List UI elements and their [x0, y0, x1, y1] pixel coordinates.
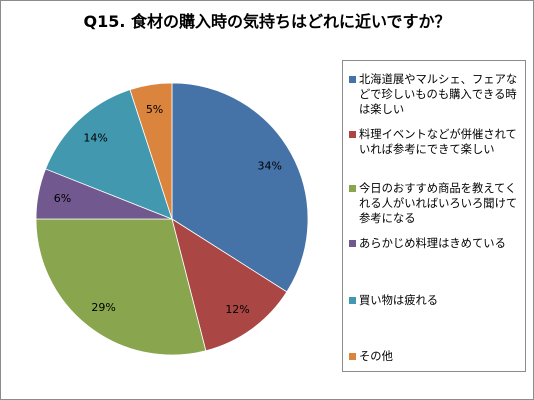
pie-slices — [35, 82, 309, 356]
chart-title: Q15. 食材の購入時の気持ちはどれに近いですか？ — [83, 12, 451, 31]
pie-slice-6 — [129, 82, 173, 220]
legend-swatch — [349, 185, 356, 192]
legend-item-6: その他 — [349, 349, 523, 364]
legend-swatch — [349, 353, 356, 360]
legend-swatch — [349, 240, 356, 247]
slice-value-label-4: 6% — [54, 192, 71, 205]
legend-item-2: 料理イベントなどが併催されていれば参考にできて楽しい — [349, 127, 523, 157]
pie-slice-3 — [35, 218, 207, 356]
legend-label: その他 — [359, 350, 393, 363]
legend-item-1: 北海道展やマルシェ、フェアなどで珍しいものも購入できる時は楽しい — [349, 72, 523, 117]
slice-value-label-6: 5% — [146, 103, 163, 116]
legend-item-5: 買い物は疲れる — [349, 293, 523, 308]
legend-item-4: あらかじめ料理はきめている — [349, 236, 523, 251]
legend-label: 買い物は疲れる — [359, 294, 439, 307]
pie-slice-1 — [171, 82, 309, 293]
legend-swatch — [349, 131, 356, 138]
legend-swatch — [349, 297, 356, 304]
slice-value-label-5: 14% — [83, 132, 107, 145]
legend-item-3: 今日のおすすめ商品を教えてくれる人がいればいろいろ聞けて参考になる — [349, 181, 523, 226]
legend-swatch — [349, 76, 356, 83]
legend-label: 今日のおすすめ商品を教えてくれる人がいればいろいろ聞けて参考になる — [359, 182, 518, 225]
pie-labels: 34% 12% 29% 6% 14% 5% — [54, 103, 282, 316]
legend-label: 北海道展やマルシェ、フェアなどで珍しいものも購入できる時は楽しい — [359, 73, 518, 116]
slice-value-label-3: 29% — [91, 301, 115, 314]
legend: 北海道展やマルシェ、フェアなどで珍しいものも購入できる時は楽しい料理イベントなど… — [342, 60, 526, 372]
legend-label: 料理イベントなどが併催されていれば参考にできて楽しい — [359, 128, 517, 156]
pie-slice-2 — [171, 218, 288, 352]
slice-value-label-2: 12% — [225, 303, 249, 316]
legend-label: あらかじめ料理はきめている — [359, 237, 506, 250]
slice-value-label-1: 34% — [257, 159, 281, 172]
